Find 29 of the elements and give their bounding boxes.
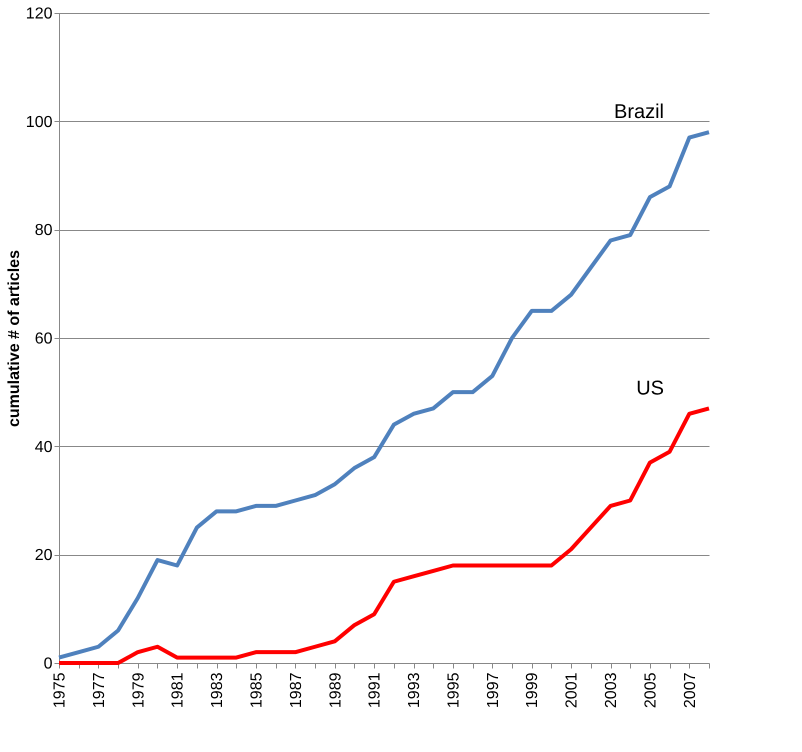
y-tick-label: 40 xyxy=(34,438,53,456)
y-tick-label: 20 xyxy=(34,547,53,564)
x-tick-label: 1991 xyxy=(366,672,384,708)
x-tick-label: 1999 xyxy=(524,672,542,708)
x-tick-label: 1981 xyxy=(170,672,187,708)
x-tick-label: 1983 xyxy=(209,672,226,708)
line-series xyxy=(57,406,711,665)
y-tick-label: 80 xyxy=(34,222,53,240)
x-tick-label: 1997 xyxy=(484,672,502,708)
y-tick-label: 100 xyxy=(26,114,53,131)
x-tick-label: 2007 xyxy=(682,672,699,708)
x-tick-label: 2005 xyxy=(642,672,660,708)
y-tick-label: 0 xyxy=(44,656,53,672)
y-axis-title: cumulative # of articles xyxy=(6,250,23,427)
x-tick-label: 1979 xyxy=(130,672,148,708)
series-label: Brazil xyxy=(614,101,664,124)
x-tick-label: 2003 xyxy=(603,672,620,708)
x-tick-label: 1975 xyxy=(52,672,68,708)
x-tick-label: 1987 xyxy=(288,672,305,708)
x-tick-label: 1977 xyxy=(90,672,108,708)
x-tick-label: 1995 xyxy=(445,672,462,708)
x-tick-label: 1985 xyxy=(248,672,266,708)
x-tick-label: 2001 xyxy=(564,672,581,708)
y-tick-label: 120 xyxy=(26,6,53,22)
y-tick-label: 60 xyxy=(34,330,53,348)
line-series xyxy=(57,130,711,660)
x-tick-label: 1993 xyxy=(406,672,424,708)
x-tick-label: 1989 xyxy=(327,672,344,708)
series-label: US xyxy=(636,377,664,400)
